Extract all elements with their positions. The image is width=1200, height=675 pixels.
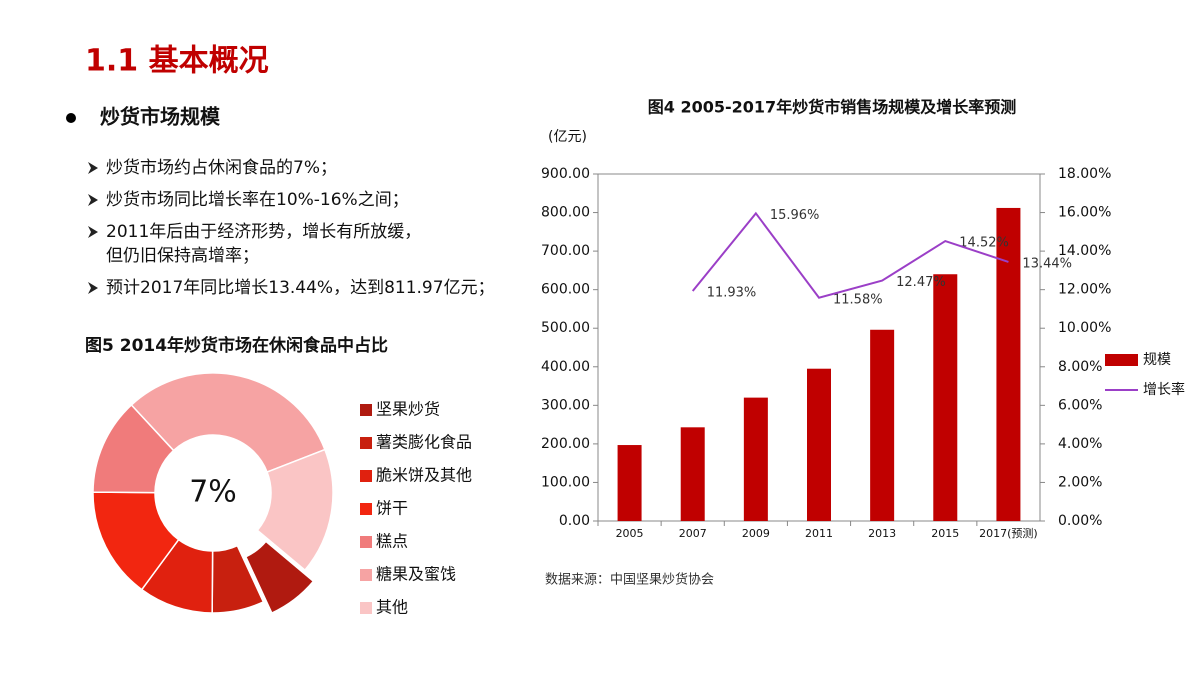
bar [617,445,642,521]
x-tick-label: 2009 [742,527,770,540]
data-label: 13.44% [1022,256,1072,271]
legend-label: 饼干 [376,499,408,518]
y2-tick-label: 4.00% [1058,436,1102,452]
data-label: 12.47% [896,275,946,290]
legend-swatch [360,437,372,449]
y2-tick-label: 12.00% [1058,282,1111,298]
data-label: 15.96% [770,208,820,223]
y-tick-label: 0.00 [559,513,590,529]
y2-tick-label: 2.00% [1058,474,1102,490]
item-text: 2011年后由于经济形势，增长有所放缓， [106,222,421,242]
x-tick-label: 2017(预测) [979,527,1038,540]
y2-tick-label: 14.00% [1058,243,1111,259]
bar [996,207,1021,521]
y2-tick-label: 18.00% [1058,166,1111,182]
bar [807,368,831,521]
legend-label: 薯类膨化食品 [376,433,472,452]
legend-label: 坚果炒货 [376,400,440,419]
item-text: 预计2017年同比增长13.44%，达到811.97亿元； [106,278,495,298]
data-label: 11.93% [707,286,757,301]
item-arrow [88,194,98,206]
source-note: 数据来源：中国坚果炒货协会 [545,572,714,588]
legend-swatch [1105,354,1138,366]
bullet-dot [66,113,76,123]
center-label: 7% [189,475,237,510]
legend-label: 糖果及蜜饯 [376,565,456,584]
legend-swatch [360,503,372,515]
y-tick-label: 700.00 [541,243,590,259]
section-title: 炒货市场规模 [100,105,221,129]
x-tick-label: 2015 [931,527,959,540]
data-label: 11.58% [833,292,883,307]
y2-tick-label: 6.00% [1058,397,1102,413]
y2-tick-label: 8.00% [1058,359,1102,375]
legend-label: 增长率 [1143,381,1185,398]
y-tick-label: 800.00 [541,205,590,221]
x-tick-label: 2013 [868,527,896,540]
x-tick-label: 2005 [616,527,644,540]
y-tick-label: 100.00 [541,474,590,490]
legend-swatch [360,569,372,581]
y2-tick-label: 0.00% [1058,513,1102,529]
item-text: 炒货市场同比增长率在10%-16%之间； [106,190,409,210]
y2-tick-label: 16.00% [1058,205,1111,221]
x-tick-label: 2011 [805,527,833,540]
y-tick-label: 200.00 [541,436,590,452]
legend-swatch [360,536,372,548]
pie-slice [244,540,315,615]
bar [933,274,958,521]
legend-swatch [360,404,372,416]
bar [743,397,768,521]
item-text: 炒货市场约占休闲食品的7%； [106,158,337,178]
pie-slice [130,372,326,473]
data-label: 14.52% [959,236,1009,251]
legend-label: 其他 [376,598,408,617]
y-tick-label: 400.00 [541,359,590,375]
legend-swatch [360,470,372,482]
y-tick-label: 500.00 [541,320,590,336]
pie-slice [256,448,334,572]
legend-swatch [360,602,372,614]
y-tick-label: 300.00 [541,397,590,413]
y2-tick-label: 10.00% [1058,320,1111,336]
chart-title: 图4 2005-2017年炒货市销售场规模及增长率预测 [648,98,1016,117]
bar [870,329,895,521]
y-tick-label: 900.00 [541,166,590,182]
item-arrow [88,162,98,174]
slide-title: 1.1 基本概况 [85,44,269,79]
bar [680,427,705,521]
legend-label: 规模 [1143,352,1171,368]
line-series [691,211,1009,299]
y-tick-label: 600.00 [541,282,590,298]
y-axis-title: (亿元) [548,129,587,145]
x-tick-label: 2007 [679,527,707,540]
item-arrow [88,226,98,238]
item-text: 但仍旧保持高增率； [106,246,259,266]
chart-title: 图5 2014年炒货市场在休闲食品中占比 [85,335,388,356]
legend-label: 脆米饼及其他 [376,466,472,485]
item-arrow [88,282,98,294]
legend-label: 糕点 [376,532,408,551]
